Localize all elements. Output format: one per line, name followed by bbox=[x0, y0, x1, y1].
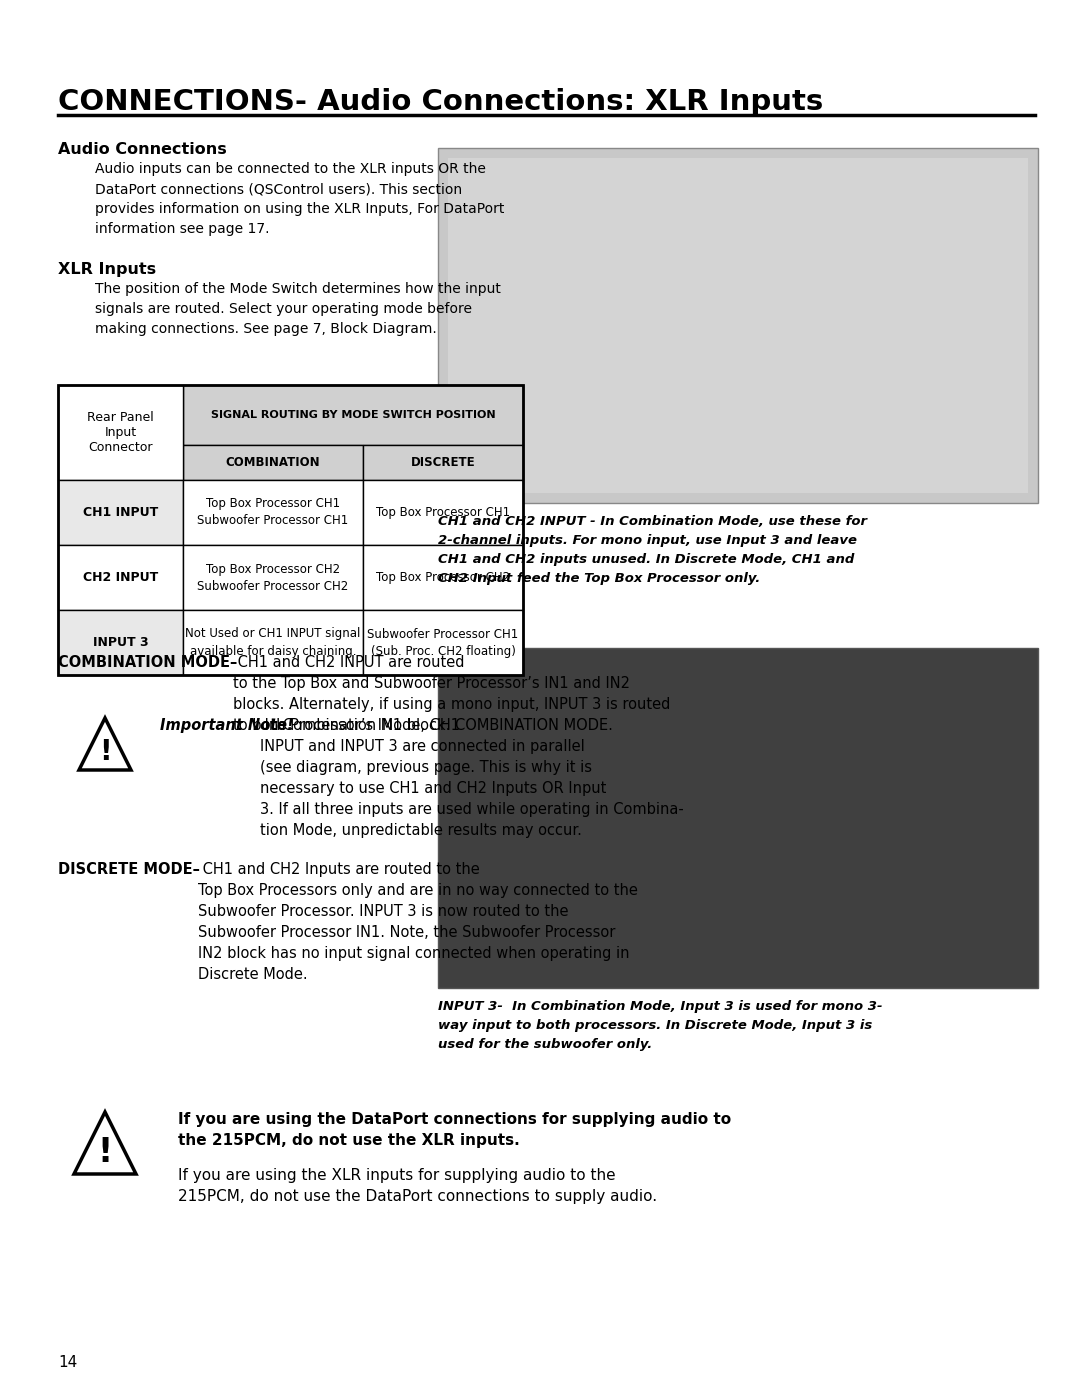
Text: Audio inputs can be connected to the XLR inputs OR the
DataPort connections (QSC: Audio inputs can be connected to the XLR… bbox=[95, 162, 504, 236]
Text: INPUT 3-  In Combination Mode, Input 3 is used for mono 3-
way input to both pro: INPUT 3- In Combination Mode, Input 3 is… bbox=[438, 1000, 882, 1051]
Bar bbox=[183, 386, 523, 446]
Text: Subwoofer Processor CH1
(Sub. Proc. CH2 floating): Subwoofer Processor CH1 (Sub. Proc. CH2 … bbox=[367, 627, 518, 658]
Bar bbox=[58, 481, 183, 545]
Bar bbox=[363, 481, 523, 545]
Bar bbox=[58, 610, 183, 675]
Bar bbox=[183, 446, 363, 481]
Text: Not Used or CH1 INPUT signal
available for daisy chaining.: Not Used or CH1 INPUT signal available f… bbox=[186, 627, 361, 658]
Text: The position of the Mode Switch determines how the input
signals are routed. Sel: The position of the Mode Switch determin… bbox=[95, 282, 501, 337]
Text: DISCRETE: DISCRETE bbox=[410, 455, 475, 469]
Bar bbox=[58, 386, 523, 675]
Text: If you are using the XLR inputs for supplying audio to the
215PCM, do not use th: If you are using the XLR inputs for supp… bbox=[178, 1168, 657, 1204]
Text: In Combination Mode, CH1
INPUT and INPUT 3 are connected in parallel
(see diagra: In Combination Mode, CH1 INPUT and INPUT… bbox=[260, 718, 684, 838]
Bar bbox=[58, 386, 183, 481]
Text: Top Box Processor CH2: Top Box Processor CH2 bbox=[376, 571, 510, 584]
Bar bbox=[183, 545, 363, 610]
Bar bbox=[183, 481, 363, 545]
Text: Important Note!: Important Note! bbox=[160, 718, 294, 733]
Text: CH1 and CH2 INPUT - In Combination Mode, use these for
2-channel inputs. For mon: CH1 and CH2 INPUT - In Combination Mode,… bbox=[438, 515, 867, 585]
Bar bbox=[363, 545, 523, 610]
Text: CH1 INPUT: CH1 INPUT bbox=[83, 506, 158, 520]
Text: COMBINATION MODE–: COMBINATION MODE– bbox=[58, 655, 238, 671]
Text: Audio Connections: Audio Connections bbox=[58, 142, 227, 156]
Bar bbox=[363, 610, 523, 675]
Text: CONNECTIONS- Audio Connections: XLR Inputs: CONNECTIONS- Audio Connections: XLR Inpu… bbox=[58, 88, 823, 116]
Polygon shape bbox=[75, 1112, 136, 1173]
Bar bbox=[363, 446, 523, 481]
Bar bbox=[448, 158, 1028, 493]
Text: 14: 14 bbox=[58, 1355, 78, 1370]
Text: COMBINATION: COMBINATION bbox=[226, 455, 321, 469]
Text: If you are using the DataPort connections for supplying audio to
the 215PCM, do : If you are using the DataPort connection… bbox=[178, 1112, 731, 1148]
Bar bbox=[438, 648, 1038, 988]
Text: CH1 and CH2 INPUT are routed
to the Top Box and Subwoofer Processor’s IN1 and IN: CH1 and CH2 INPUT are routed to the Top … bbox=[233, 655, 671, 733]
Bar bbox=[183, 610, 363, 675]
Polygon shape bbox=[79, 718, 131, 770]
Text: Top Box Processor CH2
Subwoofer Processor CH2: Top Box Processor CH2 Subwoofer Processo… bbox=[198, 563, 349, 592]
Text: INPUT 3: INPUT 3 bbox=[93, 636, 148, 650]
Text: SIGNAL ROUTING BY MODE SWITCH POSITION: SIGNAL ROUTING BY MODE SWITCH POSITION bbox=[211, 409, 496, 420]
Text: Top Box Processor CH1: Top Box Processor CH1 bbox=[376, 506, 510, 520]
Text: Rear Panel
Input
Connector: Rear Panel Input Connector bbox=[87, 411, 153, 454]
Text: Top Box Processor CH1
Subwoofer Processor CH1: Top Box Processor CH1 Subwoofer Processo… bbox=[198, 497, 349, 528]
Text: !: ! bbox=[98, 738, 111, 766]
Text: XLR Inputs: XLR Inputs bbox=[58, 263, 157, 277]
Bar bbox=[438, 148, 1038, 503]
Text: !: ! bbox=[97, 1136, 112, 1169]
Text: DISCRETE MODE–: DISCRETE MODE– bbox=[58, 862, 200, 877]
Text: CH2 INPUT: CH2 INPUT bbox=[83, 571, 158, 584]
Text: CH1 and CH2 Inputs are routed to the
Top Box Processors only and are in no way c: CH1 and CH2 Inputs are routed to the Top… bbox=[198, 862, 638, 982]
Bar bbox=[58, 545, 183, 610]
